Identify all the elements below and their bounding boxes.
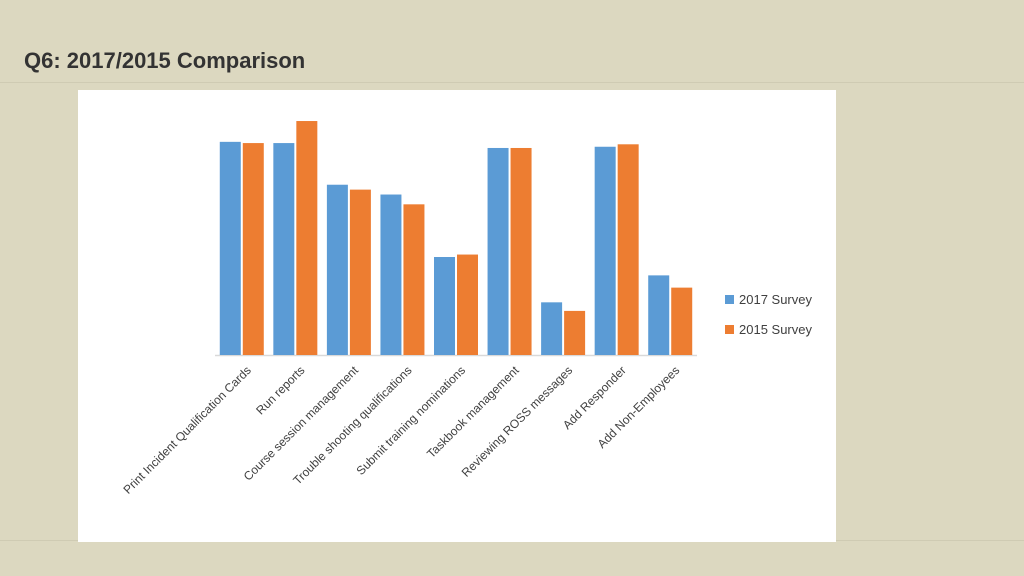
title-divider [0,82,1024,83]
bar-2017-1 [219,141,241,355]
bar-2017-9 [648,275,670,355]
category-label: Reviewing ROSS messages [459,363,575,479]
bar-2015-5 [457,254,478,355]
bar-2017-3 [326,184,348,355]
bar-2017-7 [541,302,563,355]
bar-2015-7 [564,310,586,355]
bar-2017-4 [380,194,402,355]
legend-label-2015: 2015 Survey [739,322,812,337]
category-label: Run reports [253,363,307,417]
chart-panel: Print Incident Qualification Cards Run re… [78,90,836,542]
bar-2015-2 [296,121,318,356]
bar-chart: Print Incident Qualification Cards Run re… [120,121,812,497]
legend-label-2017: 2017 Survey [739,292,812,307]
legend-swatch-2017 [725,295,734,304]
slide-title: Q6: 2017/2015 Comparison [24,48,306,73]
bar-2017-5 [434,257,455,355]
bar-2015-6 [510,147,532,355]
category-label: Taskbook management [424,363,522,461]
bar-2015-3 [349,189,371,355]
bar-2015-9 [671,287,693,355]
bar-2015-4 [403,204,425,355]
category-label: Submit training nominations [354,363,469,478]
category-label: Course session management [241,363,362,484]
legend-swatch-2015 [725,325,734,334]
bar-2017-6 [487,147,509,355]
bar-2017-8 [594,146,616,355]
bar-2015-1 [242,143,264,355]
category-label: Print Incident Qualification Cards [120,363,253,496]
bar-2017-2 [273,143,295,355]
bar-2015-8 [617,144,639,355]
